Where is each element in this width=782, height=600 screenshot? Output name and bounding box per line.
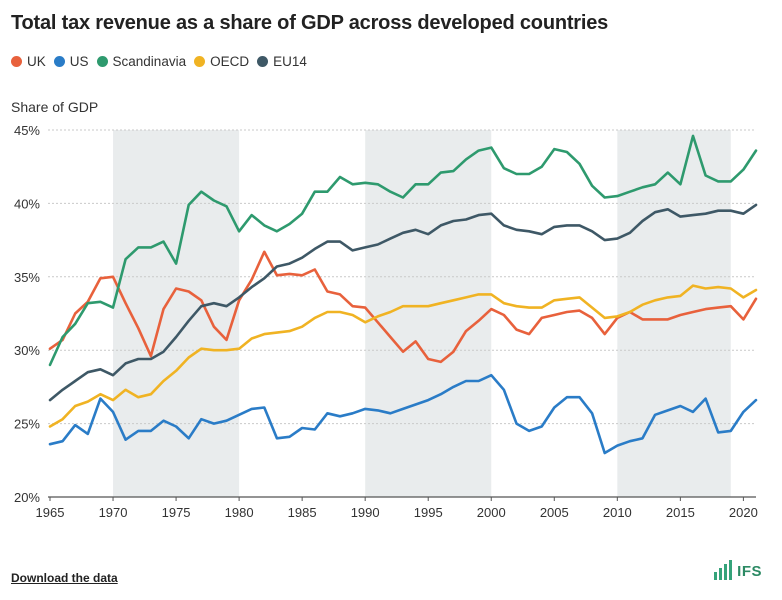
x-tick-label: 2005 (540, 505, 569, 520)
shaded-periods (113, 130, 731, 497)
legend-swatch-uk (11, 56, 22, 67)
x-tick-label: 2015 (666, 505, 695, 520)
legend-label-scandinavia: Scandinavia (112, 54, 187, 69)
legend-swatch-eu14 (257, 56, 269, 67)
y-axis-label: Share of GDP (11, 99, 99, 115)
legend: UK US Scandinavia OECD EU14 (11, 54, 315, 69)
x-tick-label: 1975 (162, 505, 191, 520)
x-tick-label: 2000 (477, 505, 506, 520)
series-line-scandinavia (48, 134, 758, 367)
legend-swatch-oecd (194, 56, 206, 67)
logo-text: IFS (737, 563, 762, 580)
series-line-us (48, 373, 758, 455)
y-tick-label: 40% (14, 196, 40, 211)
x-tick-label: 1995 (414, 505, 443, 520)
legend-item-uk[interactable]: UK (11, 54, 46, 69)
ifs-logo: IFS (714, 560, 762, 580)
x-tick-label: 1980 (225, 505, 254, 520)
legend-label-uk: UK (27, 54, 46, 69)
series-lines (48, 134, 758, 455)
legend-swatch-scandinavia (96, 56, 108, 67)
legend-label-us: US (69, 54, 89, 69)
legend-item-eu14[interactable]: EU14 (257, 54, 307, 69)
x-tick-label: 1990 (351, 505, 380, 520)
shaded-period-2 (617, 130, 731, 497)
legend-item-us[interactable]: US (53, 54, 89, 69)
x-tick-label: 1985 (288, 505, 317, 520)
legend-label-oecd: OECD (210, 54, 250, 69)
download-data-link[interactable]: Download the data (11, 571, 118, 585)
chart-title: Total tax revenue as a share of GDP acro… (11, 12, 609, 34)
axis-ticks: 20% 25% 30% 35% 40% 45% 1965 1970 1975 1980 1985 19… (14, 123, 758, 520)
y-tick-label: 45% (14, 123, 40, 138)
series-line-uk (48, 250, 758, 364)
legend-item-oecd[interactable]: OECD (194, 54, 249, 69)
series-line-oecd (48, 284, 758, 428)
x-tick-label: 1970 (99, 505, 128, 520)
x-tick-label: 2010 (603, 505, 632, 520)
y-tick-label: 20% (14, 490, 40, 505)
legend-label-eu14: EU14 (273, 54, 307, 69)
y-tick-label: 35% (14, 270, 40, 285)
y-tick-label: 30% (14, 343, 40, 358)
x-tick-label: 1965 (36, 505, 65, 520)
legend-swatch-us (53, 56, 65, 67)
shaded-period-0 (113, 130, 240, 497)
series-line-eu14 (48, 203, 758, 402)
legend-item-scandinavia[interactable]: Scandinavia (96, 54, 187, 69)
y-tick-label: 25% (14, 417, 40, 432)
logo-bars-icon (714, 560, 734, 580)
x-tick-label: 2020 (729, 505, 758, 520)
